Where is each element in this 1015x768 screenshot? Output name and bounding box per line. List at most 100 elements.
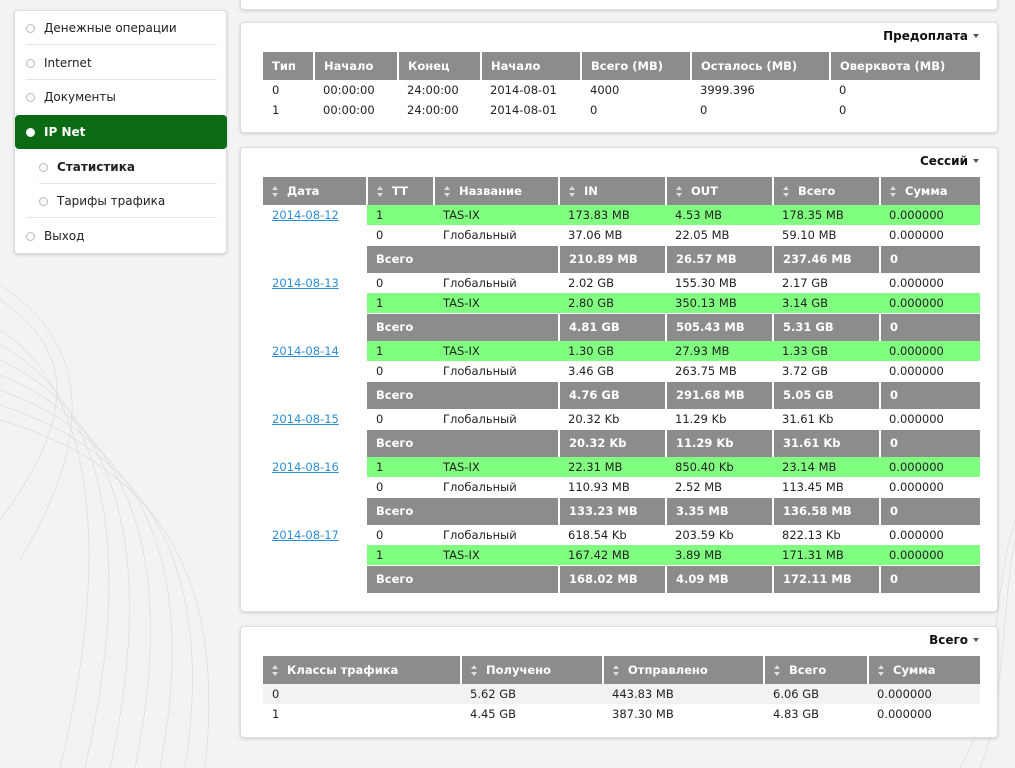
sort-sent-header[interactable]: Отправлено bbox=[603, 656, 765, 684]
sort-sum-header[interactable]: Сумма bbox=[880, 177, 980, 205]
sidebar-item-traffic-tariffs[interactable]: Тарифы трафика bbox=[15, 184, 228, 218]
sort-tt-header[interactable]: TT bbox=[367, 177, 435, 205]
table-cell: 24:00:00 bbox=[407, 103, 459, 117]
total-cell: 0 bbox=[880, 244, 980, 273]
table-cell: 1.30 GB bbox=[559, 341, 666, 361]
total-cell: 0 bbox=[880, 312, 980, 341]
table-cell: 1 bbox=[367, 341, 434, 361]
table-cell: Глобальный bbox=[443, 479, 517, 494]
sort-received-header[interactable]: Получено bbox=[461, 656, 604, 684]
table-cell: 22.05 MB bbox=[675, 227, 730, 242]
table-cell: 1 bbox=[367, 293, 434, 313]
total-cell: 0 bbox=[880, 496, 980, 525]
sort-total-header[interactable]: Всего bbox=[764, 656, 869, 684]
bullet-icon bbox=[39, 162, 48, 172]
date-cell: 2014-08-12 bbox=[263, 205, 367, 273]
sort-icon bbox=[878, 665, 885, 676]
sort-total-header[interactable]: Всего bbox=[773, 177, 881, 205]
sidebar-item-label: Статистика bbox=[57, 160, 135, 174]
table-cell: 2014-08-01 bbox=[490, 103, 557, 117]
sidebar-item-label: Документы bbox=[44, 90, 116, 104]
sidebar-menu: Денежные операции Internet Документы IP … bbox=[14, 10, 227, 254]
sessions-panel: Сессий Дата TT Название IN OUT Всего Сум… bbox=[240, 147, 998, 612]
table-cell: 0.000000 bbox=[889, 363, 944, 378]
table-cell: 4000 bbox=[590, 83, 620, 97]
table-cell: 00:00:00 bbox=[323, 103, 375, 117]
table-cell: 20.32 Kb bbox=[568, 411, 620, 426]
session-row: 2014-08-15 0 Глобальный 20.32 Kb 11.29 Kb 31.… bbox=[263, 409, 980, 429]
table-cell: 0.000000 bbox=[880, 293, 980, 313]
sort-in-header[interactable]: IN bbox=[559, 177, 667, 205]
table-cell: 27.93 MB bbox=[666, 341, 773, 361]
table-cell: Глобальный bbox=[443, 227, 517, 242]
sessions-panel-title[interactable]: Сессий bbox=[920, 154, 979, 168]
sidebar-item-ip-net[interactable]: IP Net bbox=[15, 115, 227, 149]
bullet-icon bbox=[26, 23, 35, 33]
sort-icon bbox=[774, 665, 781, 676]
sidebar-item-money-operations[interactable]: Денежные операции bbox=[15, 11, 228, 45]
table-row: 1 00:00:00 24:00:00 2014-08-01 0 0 0 bbox=[263, 100, 980, 120]
date-link[interactable]: 2014-08-16 bbox=[272, 460, 339, 474]
date-cell: 2014-08-16 bbox=[263, 457, 367, 525]
sort-name-header[interactable]: Название bbox=[434, 177, 560, 205]
summary-table-header: Классы трафика Получено Отправлено Всего… bbox=[263, 656, 980, 684]
total-label: Всего bbox=[367, 496, 560, 525]
table-cell: 387.30 MB bbox=[612, 707, 674, 721]
date-link[interactable]: 2014-08-14 bbox=[272, 344, 339, 358]
total-cell: 5.31 GB bbox=[773, 312, 881, 341]
column-header: Осталось (MB) bbox=[691, 52, 831, 80]
total-cell: 0 bbox=[880, 428, 980, 457]
sort-icon bbox=[676, 186, 683, 197]
session-total-row: Всего 210.89 MB 26.57 MB 237.46 MB 0 bbox=[263, 244, 980, 273]
sort-sum-header[interactable]: Сумма bbox=[868, 656, 980, 684]
total-label: Всего bbox=[367, 428, 560, 457]
total-cell: 136.58 MB bbox=[773, 496, 881, 525]
summary-table: Классы трафика Получено Отправлено Всего… bbox=[263, 656, 980, 724]
caret-down-icon bbox=[973, 638, 979, 642]
session-row: 0 Глобальный 3.46 GB 263.75 MB 3.72 GB 0.0000… bbox=[263, 361, 980, 381]
sort-icon bbox=[783, 186, 790, 197]
sort-date-header[interactable]: Дата bbox=[263, 177, 368, 205]
sort-icon bbox=[444, 186, 451, 197]
sidebar-item-internet[interactable]: Internet bbox=[15, 46, 228, 80]
sort-icon bbox=[471, 665, 478, 676]
session-row: 0 Глобальный 110.93 MB 2.52 MB 113.45 MB 0.00… bbox=[263, 477, 980, 497]
session-total-row: Всего 133.23 MB 3.35 MB 136.58 MB 0 bbox=[263, 496, 980, 525]
sort-class-header[interactable]: Классы трафика bbox=[263, 656, 462, 684]
total-cell: 505.43 MB bbox=[666, 312, 774, 341]
table-cell: 173.83 MB bbox=[559, 205, 666, 225]
sessions-table: Дата TT Название IN OUT Всего Сумма 2014… bbox=[263, 177, 980, 593]
table-cell: 0.000000 bbox=[880, 457, 980, 477]
date-link[interactable]: 2014-08-15 bbox=[272, 412, 339, 426]
sort-icon bbox=[272, 186, 279, 197]
table-cell: 2014-08-01 bbox=[490, 83, 557, 97]
sort-icon bbox=[569, 186, 576, 197]
date-link[interactable]: 2014-08-13 bbox=[272, 276, 339, 290]
caret-down-icon bbox=[973, 34, 979, 38]
total-cell: 210.89 MB bbox=[559, 244, 667, 273]
summary-panel: Всего Классы трафика Получено Отправлено… bbox=[240, 626, 998, 738]
table-cell: 4.83 GB bbox=[773, 707, 820, 721]
date-link[interactable]: 2014-08-12 bbox=[272, 208, 339, 222]
session-total-row: Всего 20.32 Kb 11.29 Kb 31.61 Kb 0 bbox=[263, 428, 980, 457]
table-cell: 0 bbox=[376, 528, 384, 542]
total-cell: 133.23 MB bbox=[559, 496, 667, 525]
table-cell: 171.31 MB bbox=[773, 545, 880, 565]
column-header: Конец bbox=[398, 52, 482, 80]
sidebar-item-documents[interactable]: Документы bbox=[15, 80, 228, 114]
table-cell: 263.75 MB bbox=[675, 363, 737, 378]
date-link[interactable]: 2014-08-17 bbox=[272, 528, 339, 542]
table-cell: 0.000000 bbox=[880, 545, 980, 565]
table-cell: TAS-IX bbox=[434, 457, 559, 477]
total-label: Всего bbox=[367, 564, 560, 593]
session-total-row: Всего 4.76 GB 291.68 MB 5.05 GB 0 bbox=[263, 380, 980, 409]
table-cell: 1 bbox=[367, 545, 434, 565]
sidebar-item-statistics[interactable]: Статистика bbox=[15, 150, 228, 184]
summary-panel-title[interactable]: Всего bbox=[929, 633, 979, 647]
sort-out-header[interactable]: OUT bbox=[666, 177, 774, 205]
sidebar-item-logout[interactable]: Выход bbox=[15, 219, 228, 253]
table-cell: 618.54 Kb bbox=[568, 528, 627, 542]
table-cell: 2.80 GB bbox=[559, 293, 666, 313]
prepay-panel-title[interactable]: Предоплата bbox=[883, 29, 979, 43]
table-cell: 3.72 GB bbox=[782, 363, 829, 378]
